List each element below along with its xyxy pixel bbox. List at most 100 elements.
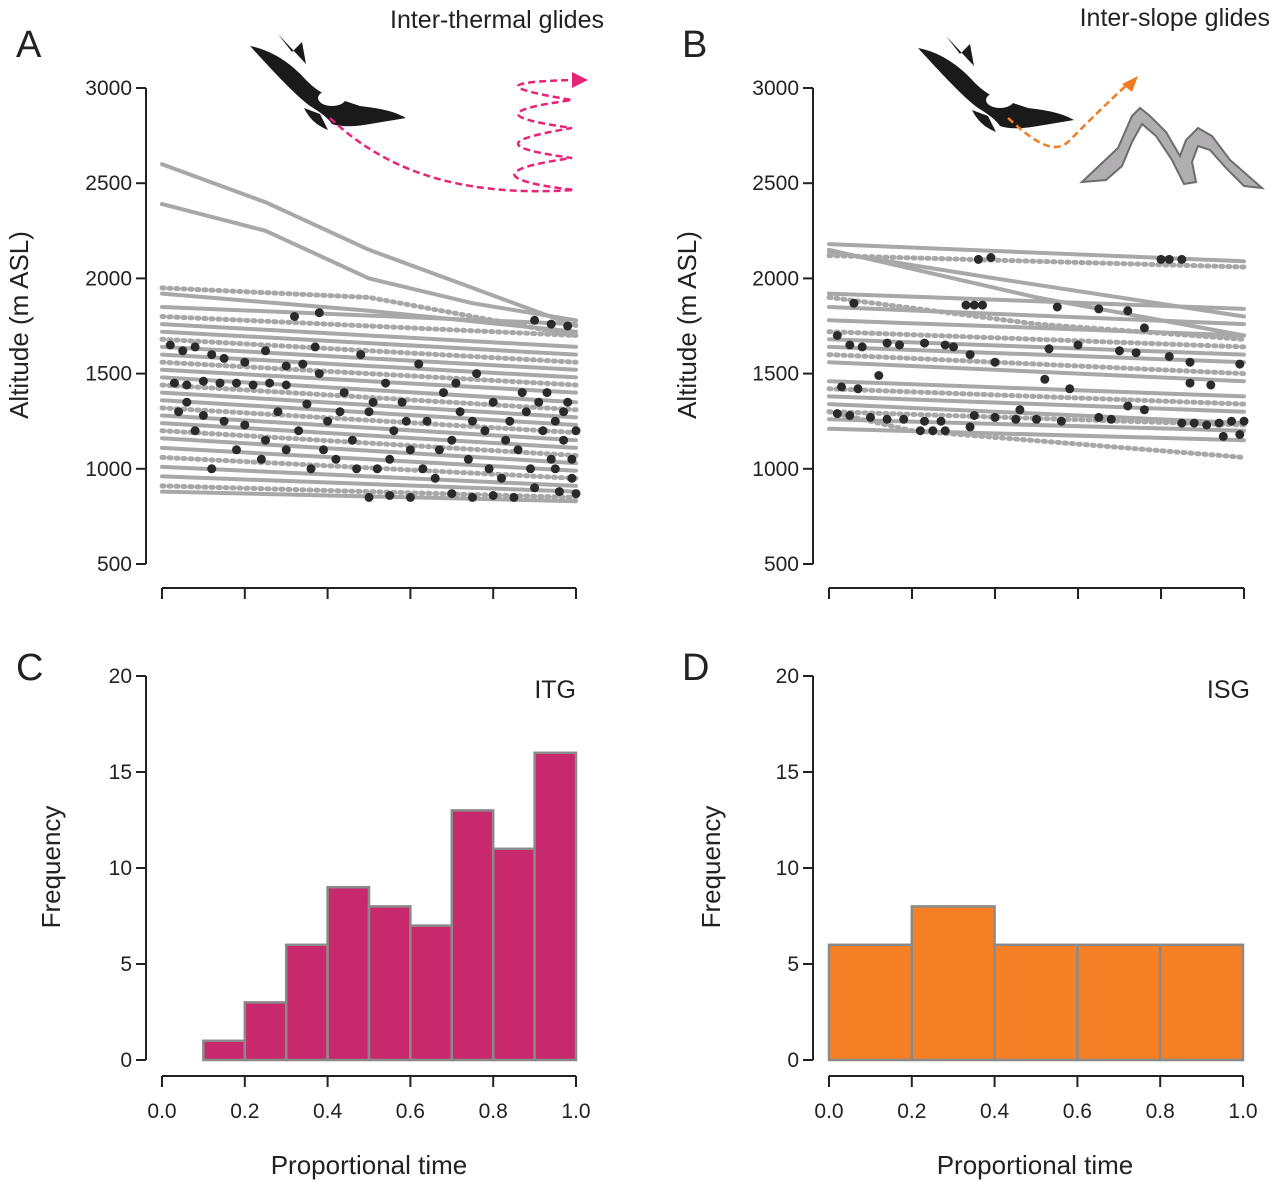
panel-d-bar-5 [1158, 943, 1245, 1062]
panel-a-y-tick-label: 2500 [85, 172, 132, 195]
panel-b-climb-point [1073, 340, 1083, 350]
panel-a-climb-point [323, 416, 333, 426]
panel-a-track-24 [159, 454, 579, 481]
panel-b-track-13 [827, 360, 1246, 384]
panel-a-climb-point [567, 454, 577, 464]
condor-icon [918, 36, 1074, 132]
panel-b: B Inter-slope glides Altitude (m ASL) 50… [672, 4, 1270, 599]
panel-a-climb-point [554, 487, 564, 497]
panel-c-bar-8 [491, 847, 536, 1062]
panel-b-track-20 [827, 426, 1246, 443]
panel-a-climb-point [542, 388, 552, 398]
panel-a-climb-point [198, 376, 208, 386]
panel-a-climb-point [261, 346, 270, 356]
panel-b-climb-point [1189, 418, 1199, 428]
panel-b-climb-point [845, 411, 855, 420]
panel-c-y-tick-label: 0 [120, 1049, 132, 1072]
panel-c-bar-7 [450, 809, 495, 1062]
panel-b-track-14 [827, 379, 1246, 399]
panel-a-track-6 [159, 314, 579, 338]
panel-a-track-2 [160, 202, 578, 323]
panel-a-climb-point [290, 312, 299, 321]
panel-a-track-11 [160, 352, 578, 380]
panel-b-climb-point [920, 416, 929, 426]
panel-d: D ISG Frequency Proportional time 0 5 10 15… [682, 647, 1258, 1180]
panel-a-track-16 [160, 390, 578, 420]
panel-b-tracks [826, 242, 1247, 460]
panel-a-climb-point [397, 397, 407, 407]
panel-a-climb-point [219, 416, 229, 426]
panel-a-y-tick-label: 2000 [85, 267, 132, 290]
panel-a-climb-point [261, 435, 270, 445]
panel-a-annotation: Inter-thermal glides [390, 6, 604, 34]
panel-d-x-tick-label: 0.8 [1146, 1100, 1175, 1123]
panel-a-climb-point [430, 473, 440, 483]
arrowhead-icon [1122, 76, 1138, 92]
panel-a-letter: A [16, 24, 42, 66]
panel-b-climb-point [1094, 304, 1104, 314]
arrowhead-icon [572, 72, 588, 88]
panel-a-climb-point [534, 397, 544, 407]
panel-d-bar-1 [827, 943, 914, 1062]
panel-a-climb-point [571, 426, 581, 436]
panel-b-climb-point [1115, 346, 1124, 356]
panel-a-climb-point [273, 407, 283, 417]
panel-b-climb-point [845, 340, 855, 350]
panel-a-climb-point [550, 464, 560, 474]
panel-b-climb-point [961, 300, 971, 310]
panel-b-letter: B [682, 24, 707, 66]
panel-d-y-tick-label: 10 [776, 857, 799, 880]
panel-b-climb-point [849, 298, 859, 308]
panel-a-track-10 [160, 344, 578, 372]
panel-a-climb-point [530, 315, 540, 325]
panel-a-climb-point [546, 454, 556, 464]
panel-a: A Inter-thermal glides Altitude (m ASL) … [4, 6, 604, 599]
panel-a-climb-point [215, 378, 225, 388]
panel-b-y-tick-label: 1000 [752, 458, 799, 481]
panel-a-climb-point [405, 445, 415, 455]
panel-b-track-15 [826, 386, 1247, 407]
panel-b-climb-point [1235, 359, 1245, 369]
panel-a-climb-point [439, 388, 448, 398]
panel-a-track-13 [160, 367, 578, 395]
panel-a-climb-point [385, 491, 395, 500]
panel-a-climb-point [207, 464, 217, 474]
panel-c-bar-5 [367, 905, 412, 1062]
condor-icon [250, 34, 406, 130]
panel-b-climb-point [928, 426, 938, 436]
panel-b-climb-point [1056, 416, 1066, 426]
glide-path-arrow-icon [1007, 83, 1129, 149]
panel-a-climb-point [298, 359, 308, 369]
panel-b-climb-point [853, 384, 863, 394]
panel-b-track-9 [826, 329, 1247, 350]
panel-b-climb-point [940, 426, 950, 436]
panel-b-climb-point [1156, 254, 1166, 264]
panel-a-track-22 [160, 436, 578, 466]
panel-b-track-7 [827, 305, 1246, 327]
panel-c-bar-1 [202, 1039, 247, 1062]
panel-b-track-16 [827, 394, 1246, 414]
panel-a-climb-point [381, 378, 391, 388]
panel-b-climb-point [832, 409, 842, 419]
panel-a-track-9 [159, 336, 579, 365]
panel-a-climb-point [550, 416, 560, 426]
panel-a-climb-point [414, 359, 424, 369]
panel-c-x-tick-label: 0.6 [396, 1100, 425, 1123]
panel-b-climb-point [1094, 412, 1104, 422]
panel-b-track-11 [827, 344, 1246, 365]
panel-a-climb-point [232, 378, 241, 388]
panel-d-x-tick-label: 0.4 [980, 1100, 1010, 1123]
panel-a-climb-point [314, 369, 324, 379]
panel-c-y-tick-label: 5 [120, 953, 132, 976]
panel-a-climb-point [401, 416, 411, 426]
panel-a-track-12 [159, 359, 579, 388]
panel-b-climb-point [1139, 323, 1149, 333]
panel-c-annotation: ITG [534, 676, 576, 704]
panel-a-y-tick-label: 3000 [85, 77, 132, 100]
panel-c-bar-4 [326, 885, 371, 1062]
panel-a-track-14 [160, 375, 578, 405]
panel-a-climb-point [306, 464, 316, 474]
panel-a-axes: 500 1000 1500 2000 2500 3000 [85, 77, 577, 599]
panel-a-climb-point [480, 426, 490, 436]
